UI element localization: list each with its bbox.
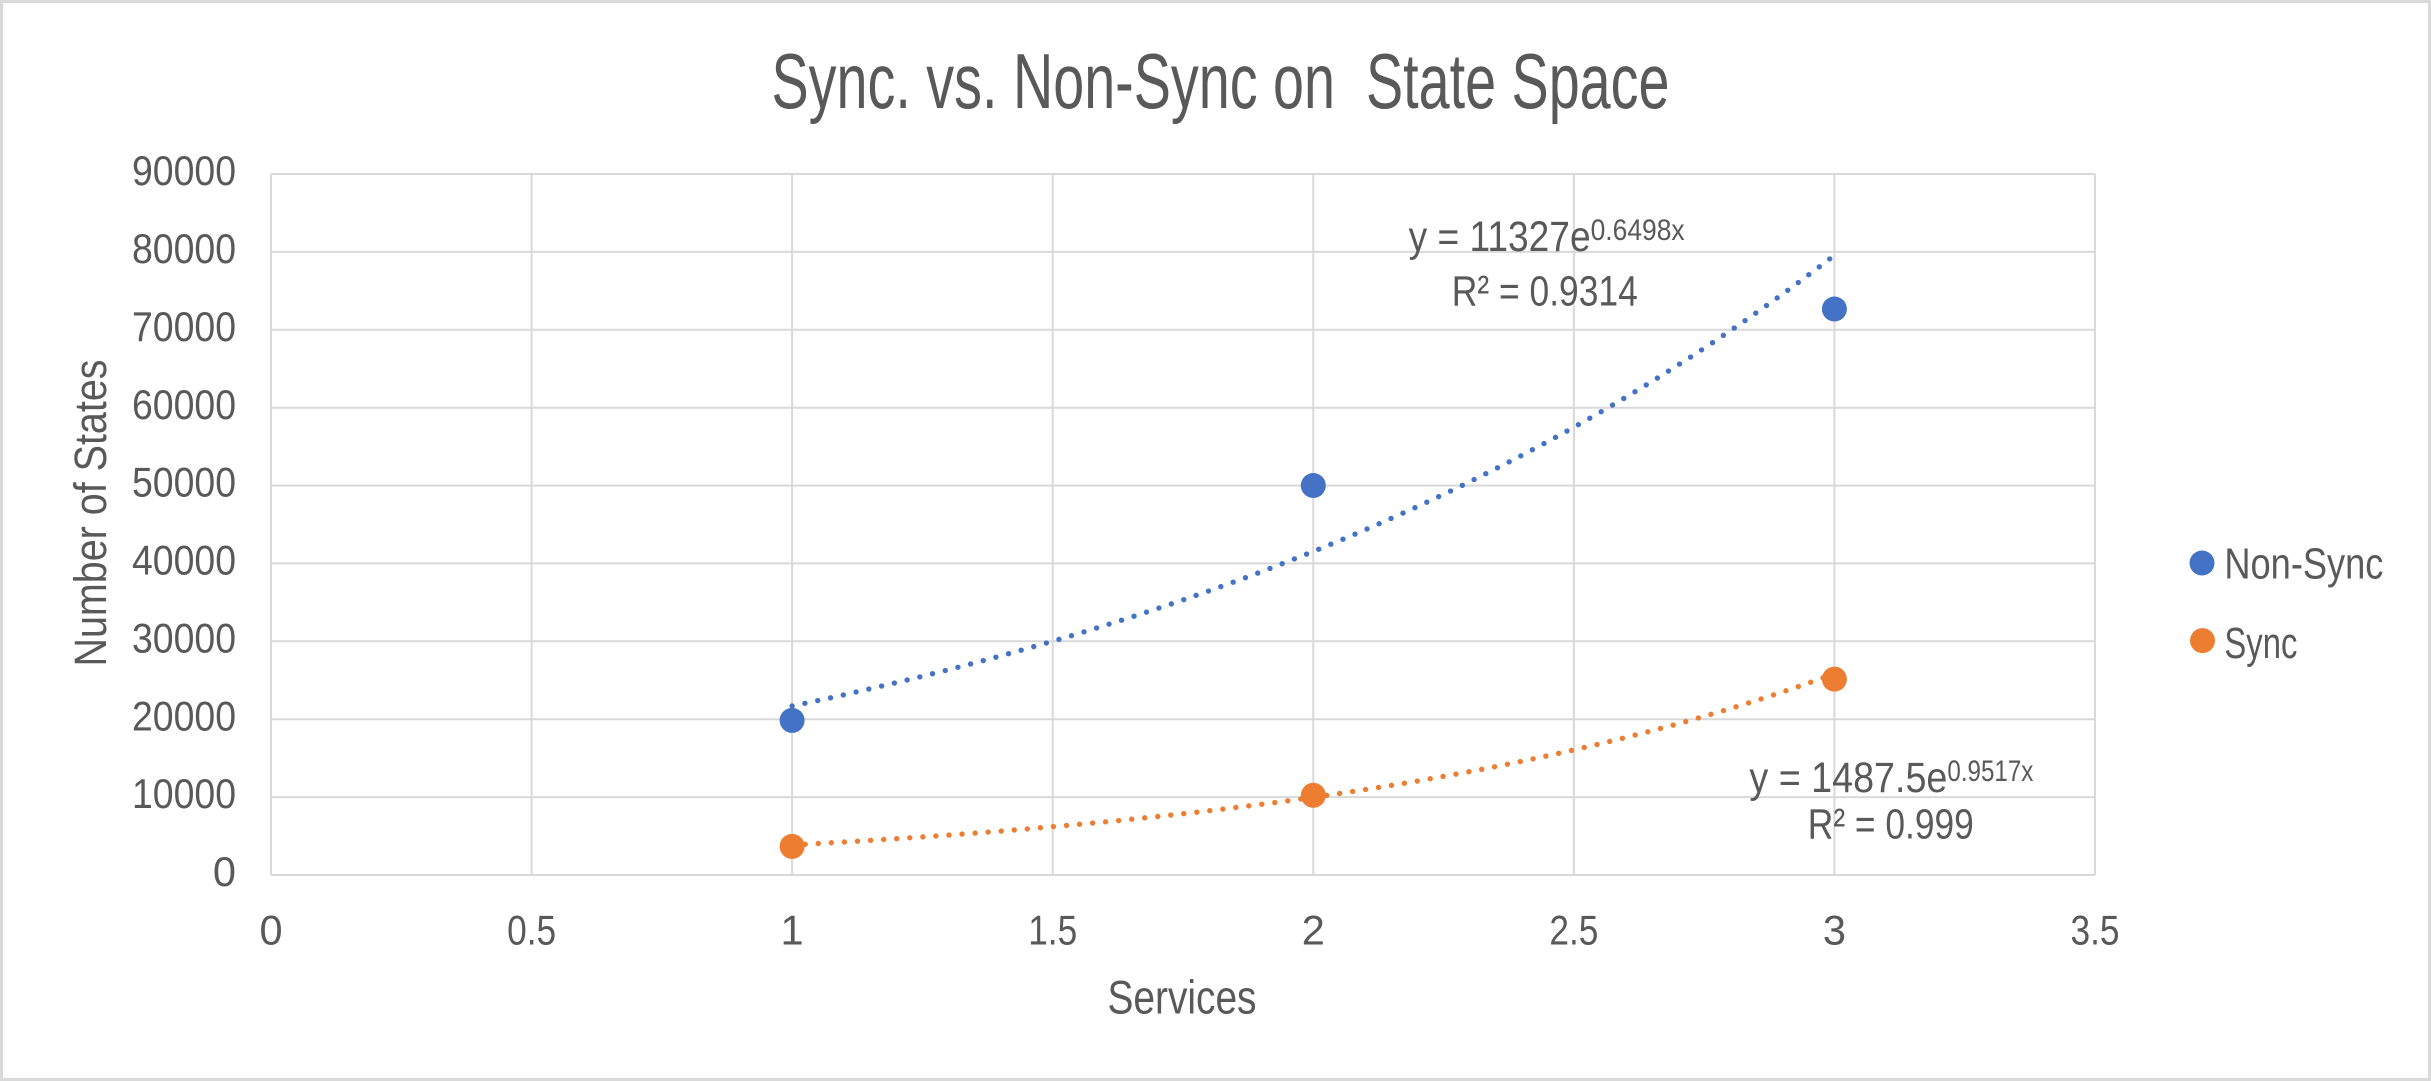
- svg-text:30000: 30000: [132, 614, 236, 661]
- svg-text:3.5: 3.5: [2071, 906, 2120, 953]
- svg-text:2.5: 2.5: [1549, 906, 1598, 953]
- svg-text:2: 2: [1302, 906, 1325, 953]
- svg-text:60000: 60000: [132, 381, 236, 428]
- svg-text:y = 1487.5e0.9517x: y = 1487.5e0.9517x: [1749, 755, 2033, 802]
- svg-text:20000: 20000: [132, 692, 236, 739]
- svg-text:40000: 40000: [132, 537, 236, 584]
- svg-text:Sync: Sync: [2224, 619, 2297, 668]
- svg-text:50000: 50000: [132, 459, 236, 506]
- svg-text:10000: 10000: [132, 770, 236, 817]
- svg-text:80000: 80000: [132, 225, 236, 272]
- svg-text:3: 3: [1823, 906, 1846, 953]
- svg-text:90000: 90000: [132, 147, 236, 194]
- svg-text:0: 0: [259, 906, 282, 953]
- svg-text:0: 0: [213, 848, 236, 895]
- svg-text:Sync. vs. Non-Sync on State S: Sync. vs. Non-Sync on State Space: [772, 37, 1670, 125]
- svg-text:Number of States: Number of States: [65, 360, 116, 667]
- svg-text:1.5: 1.5: [1028, 906, 1077, 953]
- svg-text:Non-Sync: Non-Sync: [2224, 540, 2383, 589]
- svg-text:0.5: 0.5: [507, 906, 556, 953]
- svg-text:Services: Services: [1108, 971, 1257, 1024]
- svg-text:R² = 0.999: R² = 0.999: [1808, 802, 1974, 849]
- svg-text:R² = 0.9314: R² = 0.9314: [1452, 269, 1638, 316]
- svg-text:70000: 70000: [132, 303, 236, 350]
- svg-text:y = 11327e0.6498x: y = 11327e0.6498x: [1409, 214, 1685, 261]
- svg-text:1: 1: [781, 906, 804, 953]
